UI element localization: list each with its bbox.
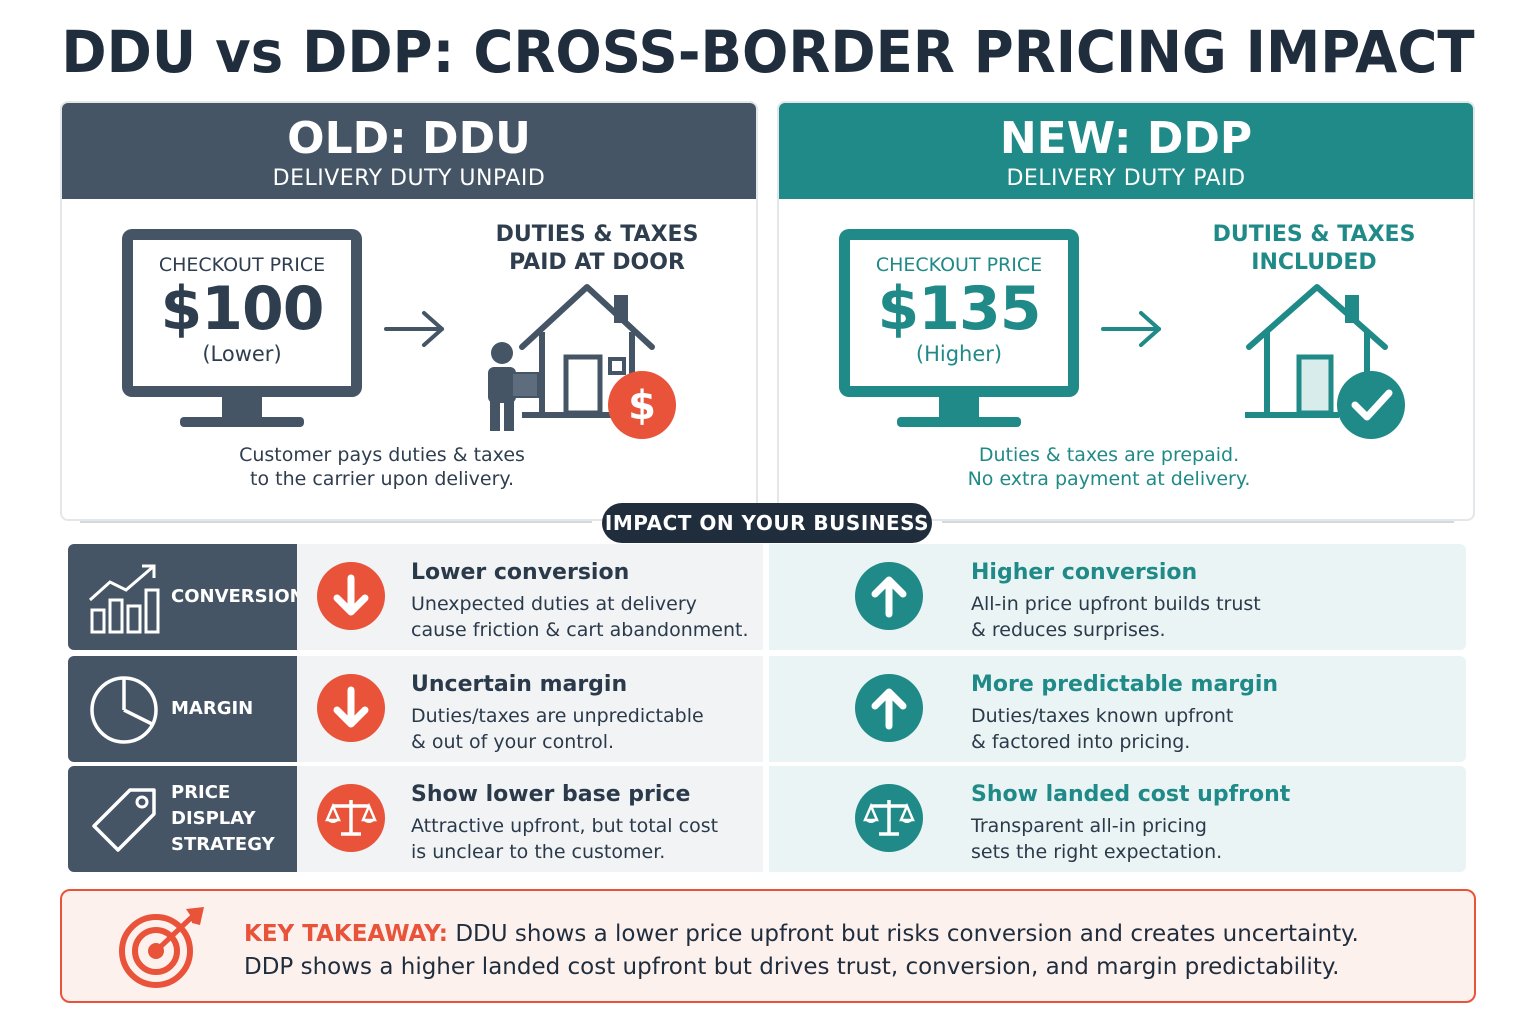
ddp-impact-cell: More predictable margin Duties/taxes kno…	[769, 656, 1466, 762]
ddu-caption: Customer pays duties & taxes to the carr…	[162, 443, 602, 491]
ddu-caption-line2: to the carrier upon delivery.	[250, 468, 514, 490]
category-label: PRICE DISPLAY STRATEGY	[171, 782, 275, 855]
ddp-duty-label: DUTIES & TAXES INCLUDED	[1179, 221, 1449, 277]
ddp-caption-line2: No extra payment at delivery.	[967, 468, 1251, 490]
ddu-impact-cell: Show lower base price Attractive upfront…	[297, 766, 763, 872]
ddp-subheading: DELIVERY DUTY PAID	[1006, 166, 1246, 191]
ddp-duty-line1: DUTIES & TAXES	[1212, 222, 1416, 247]
right-arrow-icon	[1101, 311, 1161, 347]
pie-chart-icon	[90, 676, 158, 744]
ddp-impact-title: Higher conversion	[971, 560, 1198, 585]
house-check-icon	[1245, 284, 1405, 439]
ddu-monitor: CHECKOUT PRICE $100 (Lower)	[122, 229, 362, 397]
ddp-monitor-base	[897, 417, 1021, 427]
ddp-impact-desc: All-in price upfront builds trust & reduc…	[971, 593, 1261, 641]
impact-label: IMPACT ON YOUR BUSINESS	[602, 503, 932, 543]
growth-chart-icon	[88, 564, 160, 634]
up-arrow-icon	[855, 674, 923, 742]
ddu-monitor-base	[180, 417, 304, 427]
ddu-duty-line1: DUTIES & TAXES	[495, 222, 699, 247]
ddu-price: $100	[160, 274, 325, 344]
ddp-caption: Duties & taxes are prepaid. No extra pay…	[889, 443, 1329, 491]
down-arrow-icon	[317, 674, 385, 742]
ddu-duty-label: DUTIES & TAXES PAID AT DOOR	[462, 221, 732, 277]
ddu-impact-desc: Duties/taxes are unpredictable & out of y…	[411, 705, 704, 753]
ddu-impact-title: Show lower base price	[411, 782, 691, 807]
ddp-monitor-stand	[939, 395, 979, 419]
category-label: MARGIN	[171, 698, 254, 719]
table-row: MARGIN Uncertain margin Duties/taxes are…	[68, 656, 1466, 762]
takeaway-key: KEY TAKEAWAY:	[244, 921, 448, 947]
house-courier-icon: $	[488, 284, 676, 439]
ddu-impact-title: Uncertain margin	[411, 672, 628, 697]
ddp-impact-title: Show landed cost upfront	[971, 782, 1291, 807]
takeaway-line2: DDP shows a higher landed cost upfront b…	[244, 954, 1340, 980]
right-arrow-icon	[384, 311, 444, 347]
ddp-impact-desc: Transparent all-in pricing sets the right…	[971, 815, 1223, 863]
ddp-price: $135	[877, 274, 1042, 344]
price-tag-icon	[92, 788, 156, 852]
ddp-heading: NEW: DDP	[999, 113, 1253, 164]
category-cell: PRICE DISPLAY STRATEGY	[68, 766, 297, 872]
ddp-duty-line2: INCLUDED	[1251, 250, 1377, 275]
ddu-checkout-label: CHECKOUT PRICE	[158, 254, 326, 276]
ddu-price-note: (Lower)	[202, 342, 282, 366]
takeaway-line1: KEY TAKEAWAY: DDU shows a lower price up…	[244, 921, 1359, 947]
target-icon	[119, 907, 204, 988]
ddp-checkout-label: CHECKOUT PRICE	[875, 254, 1043, 276]
scale-icon	[855, 784, 923, 852]
ddu-impact-desc: Unexpected duties at delivery cause frict…	[411, 593, 749, 641]
ddu-caption-line1: Customer pays duties & taxes	[239, 444, 525, 466]
up-arrow-icon	[855, 562, 923, 630]
category-cell: MARGIN	[68, 656, 297, 762]
svg-text:$: $	[628, 383, 656, 429]
divider-left	[80, 521, 592, 523]
ddu-panel-header: OLD: DDU DELIVERY DUTY UNPAID	[62, 103, 756, 199]
table-row: PRICE DISPLAY STRATEGY Show lower base pr…	[68, 766, 1466, 872]
ddu-impact-title: Lower conversion	[411, 560, 630, 585]
ddu-impact-desc: Attractive upfront, but total cost is unc…	[411, 815, 719, 863]
ddp-panel: NEW: DDP DELIVERY DUTY PAID CHECKOUT PRI…	[777, 101, 1475, 521]
ddp-impact-title: More predictable margin	[971, 672, 1279, 697]
ddp-impact-cell: Show landed cost upfront Transparent all…	[769, 766, 1466, 872]
category-cell: CONVERSION	[68, 544, 305, 650]
ddp-impact-cell: Higher conversion All-in price upfront b…	[769, 544, 1466, 650]
divider-right	[942, 521, 1454, 523]
key-takeaway-box: KEY TAKEAWAY: DDU shows a lower price up…	[60, 889, 1476, 1003]
ddu-subheading: DELIVERY DUTY UNPAID	[272, 166, 546, 191]
ddu-duty-line2: PAID AT DOOR	[509, 250, 685, 275]
ddp-panel-header: NEW: DDP DELIVERY DUTY PAID	[779, 103, 1473, 199]
ddp-caption-line1: Duties & taxes are prepaid.	[978, 444, 1240, 466]
ddu-impact-cell: Uncertain margin Duties/taxes are unpred…	[297, 656, 763, 762]
ddp-impact-desc: Duties/taxes known upfront & factored int…	[971, 705, 1234, 753]
ddu-monitor-stand	[222, 395, 262, 419]
page-title: DDU vs DDP: CROSS-BORDER PRICING IMPACT	[61, 18, 1475, 86]
category-label: CONVERSION	[171, 586, 305, 607]
ddu-impact-cell: Lower conversion Unexpected duties at de…	[297, 544, 763, 650]
table-row: CONVERSION Lower conversion Unexpected d…	[68, 544, 1466, 650]
scale-icon	[317, 784, 385, 852]
ddu-heading: OLD: DDU	[287, 113, 531, 164]
ddp-monitor: CHECKOUT PRICE $135 (Higher)	[839, 229, 1079, 397]
ddp-price-note: (Higher)	[915, 342, 1003, 366]
ddu-panel: OLD: DDU DELIVERY DUTY UNPAID CHECKOUT P…	[60, 101, 758, 521]
down-arrow-icon	[317, 562, 385, 630]
